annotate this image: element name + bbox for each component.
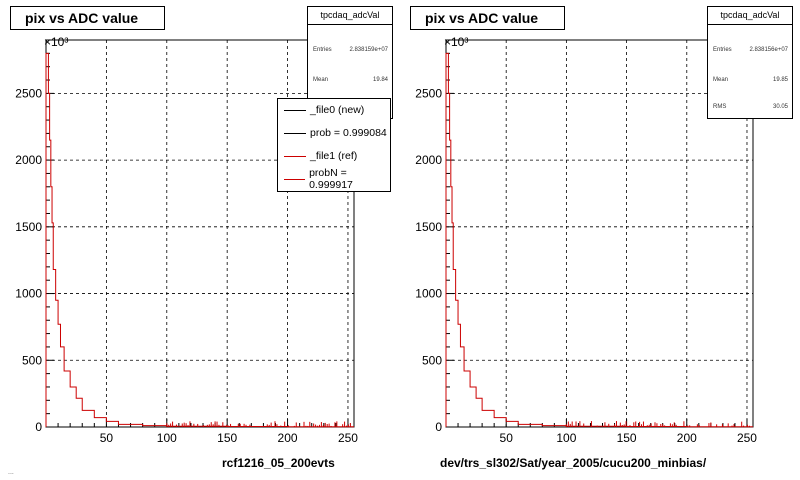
panel1-legend: _file0 (new) prob = 0.999084 _file1 (ref…	[277, 98, 391, 192]
legend-swatch	[284, 110, 306, 111]
legend-label: _file1 (ref)	[310, 150, 357, 162]
stats-label: Mean	[313, 77, 328, 83]
panel2-stats-row-rms: RMS 30.05	[713, 104, 788, 110]
legend-swatch	[284, 179, 305, 180]
y-tick-label: 2500	[15, 86, 42, 100]
legend-label: prob = 0.999084	[310, 127, 387, 139]
legend-item: probN = 0.999917	[278, 168, 390, 190]
x-tick-label: 50	[500, 431, 514, 445]
legend-swatch	[284, 133, 306, 134]
stats-label: Entries	[313, 47, 332, 53]
legend-label: probN = 0.999917	[309, 167, 390, 191]
panel2-xlabel: dev/trs_sl302/Sat/year_2005/cucu200_minb…	[440, 456, 706, 470]
x-tick-label: 100	[556, 431, 576, 445]
x-tick-label: 250	[737, 431, 757, 445]
panel2-stats-row-entries: Entries 2.838156e+07	[713, 47, 788, 53]
y-exponent-label: ×10³	[44, 35, 68, 49]
legend-item: prob = 0.999084	[278, 122, 390, 144]
panel2-stats-row-mean: Mean 19.85	[713, 77, 788, 83]
y-tick-label: 1500	[415, 220, 442, 234]
y-tick-label: 1000	[15, 287, 42, 301]
x-tick-label: 200	[677, 431, 697, 445]
legend-item: _file1 (ref)	[278, 145, 390, 167]
panel1-stats-row-mean: Mean 19.84	[313, 77, 388, 83]
stats-value: 2.838159e+07	[349, 47, 388, 53]
stats-value: 19.84	[373, 77, 388, 83]
y-tick-label: 1000	[415, 287, 442, 301]
x-tick-label: 250	[338, 431, 358, 445]
legend-label: _file0 (new)	[310, 104, 364, 116]
y-tick-label: 2000	[415, 153, 442, 167]
y-tick-label: 500	[422, 353, 442, 367]
panel1-stats-name: tpcdaq_adcVal	[308, 7, 392, 25]
stats-label: Mean	[713, 77, 728, 83]
stats-label: Entries	[713, 47, 732, 53]
panel1-title: pix vs ADC value	[10, 6, 165, 30]
y-tick-label: 2000	[15, 153, 42, 167]
stats-value: 19.85	[773, 77, 788, 83]
x-tick-label: 150	[217, 431, 237, 445]
stats-label: RMS	[713, 104, 726, 110]
panel2-stats-name: tpcdaq_adcVal	[708, 7, 792, 25]
x-tick-label: 50	[100, 431, 114, 445]
x-tick-label: 150	[617, 431, 637, 445]
y-tick-label: 1500	[15, 220, 42, 234]
panel1-xlabel: rcf1216_05_200evts	[222, 456, 335, 470]
x-tick-label: 200	[278, 431, 298, 445]
y-tick-label: 2500	[415, 86, 442, 100]
x-tick-label: 100	[157, 431, 177, 445]
legend-swatch	[284, 156, 306, 157]
panel2-stats-box: tpcdaq_adcVal Entries 2.838156e+07 Mean …	[707, 6, 793, 119]
legend-item: _file0 (new)	[278, 99, 390, 121]
y-tick-label: 0	[35, 420, 42, 434]
stats-value: 2.838156e+07	[749, 47, 788, 53]
y-exponent-label: ×10³	[444, 35, 468, 49]
footer-text: ...	[8, 469, 14, 476]
panel2-title: pix vs ADC value	[410, 6, 565, 30]
y-tick-label: 500	[22, 353, 42, 367]
stats-value: 30.05	[773, 104, 788, 110]
y-tick-label: 0	[435, 420, 442, 434]
panel1-stats-row-entries: Entries 2.838159e+07	[313, 47, 388, 53]
